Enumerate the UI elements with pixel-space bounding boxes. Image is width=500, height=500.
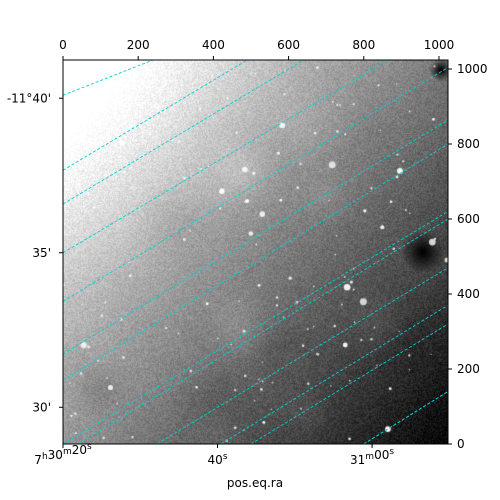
bottom-tick-label: 31m00s	[350, 447, 394, 467]
right-tick-label: 1000	[457, 62, 488, 76]
top-tick-label: 600	[277, 38, 300, 52]
right-pixel-axis: 0 200 400 600 800 1000	[448, 62, 488, 451]
left-dec-axis: -11°40' 35' 30'	[7, 91, 63, 414]
right-tick-label: 600	[457, 212, 480, 226]
top-tick-label: 800	[352, 38, 375, 52]
right-tick-label: 400	[457, 287, 480, 301]
left-tick-label: 30'	[32, 400, 51, 414]
right-tick-label: 0	[457, 437, 465, 451]
top-pixel-axis: 0 200 400 600 800 1000	[59, 38, 454, 60]
right-tick-label: 200	[457, 362, 480, 376]
bottom-tick-label: 40s	[208, 452, 228, 467]
left-tick-label: -11°40'	[7, 91, 51, 105]
sky-image	[63, 60, 448, 444]
top-tick-label: 1000	[424, 38, 455, 52]
left-tick-label: 35'	[32, 246, 51, 260]
top-tick-label: 200	[127, 38, 150, 52]
right-tick-label: 800	[457, 137, 480, 151]
x-axis-label: pos.eq.ra	[227, 476, 283, 490]
bottom-tick-label: 7h30m20s	[34, 442, 92, 467]
bottom-ra-axis: 7h30m20s 40s 31m00s	[34, 442, 394, 467]
top-tick-label: 0	[59, 38, 67, 52]
top-tick-label: 400	[202, 38, 225, 52]
